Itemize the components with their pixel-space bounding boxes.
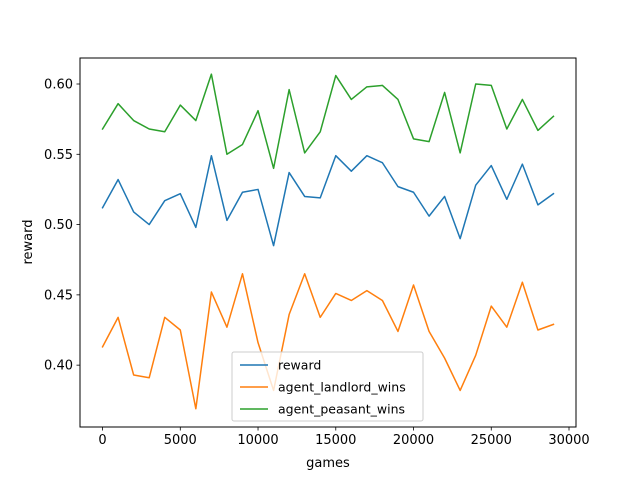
- y-tick-label: 0.50: [44, 218, 73, 233]
- x-tick-label: 10000: [237, 433, 278, 448]
- plot-frame: [79, 57, 577, 428]
- y-tick-label: 0.45: [44, 288, 73, 303]
- series-line-reward: [101, 154, 555, 247]
- x-tick-label: 15000: [315, 433, 356, 448]
- x-tick-label: 25000: [471, 433, 512, 448]
- y-tick-label: 0.55: [44, 148, 73, 163]
- x-tick-label: 0: [98, 433, 106, 448]
- x-tick-label: 20000: [393, 433, 434, 448]
- y-axis-ticks: 0.40 0.45 0.50 0.55 0.60: [44, 78, 80, 374]
- series-line-agent-peasant-wins: [101, 73, 555, 170]
- y-tick-label: 0.40: [44, 359, 73, 374]
- x-axis-label: games: [306, 456, 350, 471]
- legend-box: [231, 351, 424, 422]
- x-tick-label: 5000: [164, 433, 197, 448]
- y-axis-label: reward: [21, 219, 36, 264]
- legend-label-agent-peasant-wins: agent_peasant_wins: [278, 402, 405, 417]
- x-tick-label: 30000: [548, 433, 589, 448]
- legend-label-agent-landlord-wins: agent_landlord_wins: [278, 380, 406, 395]
- legend: reward agent_landlord_wins agent_peasant_w…: [231, 351, 424, 422]
- series-line-agent-landlord-wins: [101, 273, 555, 410]
- plot-lines: [101, 73, 555, 410]
- y-tick-label: 0.60: [44, 78, 73, 93]
- legend-label-reward: reward: [278, 358, 321, 373]
- x-axis-ticks: 0 5000 10000 15000 20000 25000 30000: [98, 427, 590, 448]
